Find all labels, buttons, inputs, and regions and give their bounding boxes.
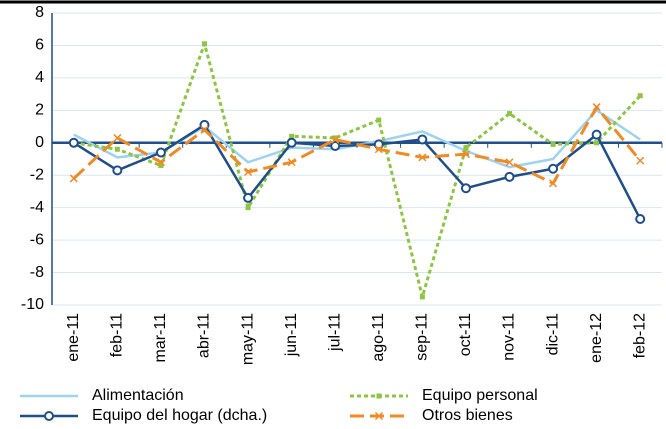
point [507,111,512,117]
point [504,171,515,182]
point [376,117,382,123]
y-tick-label: 4 [35,69,44,86]
x-tick-label: feb-11 [109,313,126,357]
point [460,183,471,194]
point [286,137,297,148]
x-tick-label: ene-11 [65,313,82,362]
point [114,146,120,152]
x-tick-label: mar-11 [152,313,169,363]
point [550,141,556,147]
point [591,129,602,140]
point [636,156,645,165]
point [245,205,251,211]
point [287,158,296,167]
y-tick-label: 8 [35,4,44,21]
x-tick-label: ene-12 [588,313,605,363]
point [113,133,122,142]
x-tick-label: sep-11 [414,313,431,361]
point [243,192,254,203]
point [419,294,425,300]
point [463,145,469,151]
x-tick-label: dic-11 [544,313,561,355]
y-tick-label: -2 [30,166,44,183]
point [374,145,383,154]
y-tick-label: 0 [35,134,44,151]
point [461,150,470,159]
y-tick-label: 2 [35,102,44,119]
point [244,167,253,177]
y-tick-label: -6 [30,231,44,248]
point [594,140,600,146]
x-tick-label: jul-11 [326,313,343,352]
point [548,163,559,174]
legend-marker [376,393,382,399]
x-tick-label: nov-11 [501,313,518,361]
point [637,93,643,99]
point [592,103,601,112]
point [200,125,209,134]
point [635,214,646,225]
series-line [73,42,642,299]
y-tick-label: -8 [30,264,44,281]
point [331,135,340,144]
point [332,135,338,141]
y-tick-label: 6 [35,37,44,54]
point [330,141,341,152]
x-tick-label: may-11 [239,313,256,365]
point [418,153,427,162]
legend-label: Equipo personal [422,387,538,404]
point [289,133,295,139]
x-tick-label: feb-12 [631,313,648,358]
point [69,174,78,183]
legend-label: Otros bienes [422,407,513,424]
x-tick-label: oct-11 [457,313,474,356]
point [549,179,558,188]
point [202,41,207,47]
point [155,147,166,158]
x-tick-label: abr-11 [196,313,213,358]
y-tick-label: -10 [21,296,44,313]
x-tick-label: jun-11 [283,313,300,357]
point [158,162,164,168]
x-tick-label: ago-11 [370,313,387,362]
legend-marker [44,411,54,421]
legend-label: Alimentación [92,387,184,404]
point [505,158,514,167]
point [112,165,123,176]
series-line [72,105,642,185]
y-tick-label: -4 [30,199,44,216]
legend-marker [374,411,384,421]
point [156,158,165,167]
legend-label: Equipo del hogar (dcha.) [92,407,267,424]
point [417,134,428,145]
point [68,137,79,148]
series-line [73,109,641,169]
